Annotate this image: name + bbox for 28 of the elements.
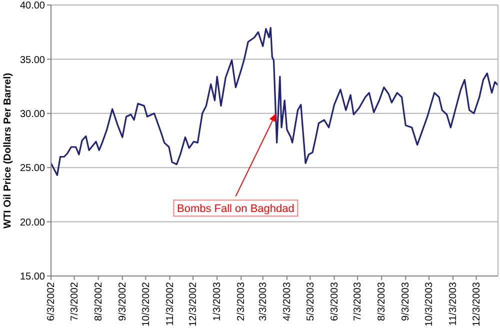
x-tick-label: 12/3/2002 [188, 282, 200, 326]
x-tick-label: 6/3/2003 [329, 282, 340, 321]
x-tick-label: 10/3/2002 [140, 282, 152, 326]
x-tick-label: 4/3/2003 [282, 282, 294, 321]
x-tick-label: 5/3/2003 [305, 282, 316, 321]
annotation: Bombs Fall on Baghdad [176, 203, 294, 216]
x-tick-label: 11/3/2002 [164, 282, 176, 326]
x-tick-label: 9/3/2002 [117, 282, 128, 321]
y-tick-label: 40.00 [20, 0, 46, 12]
y-tick-label: 15.00 [20, 272, 46, 283]
y-tick-label: 35.00 [20, 54, 46, 66]
x-tick-label: 1/3/2003 [212, 282, 224, 321]
x-tick-label: 7/3/2003 [352, 282, 364, 321]
y-axis-title: WTI Oil Price (Dollars Per Barrel) [2, 72, 14, 228]
x-tick-label: 11/3/2003 [448, 282, 460, 326]
x-tick-label: 2/3/2003 [236, 282, 248, 321]
x-tick-label: 6/3/2002 [46, 282, 58, 321]
x-tick-label: 9/3/2003 [400, 282, 412, 321]
x-tick-label: 3/3/2003 [258, 282, 269, 321]
y-tick-label: 30.00 [20, 108, 46, 120]
y-tick-label: 25.00 [20, 163, 46, 174]
x-tick-label: 7/3/2002 [69, 282, 80, 321]
x-tick-label: 8/3/2002 [93, 282, 104, 321]
line-series [51, 26, 498, 176]
x-tick-label: 12/3/2003 [471, 282, 482, 326]
x-tick-label: 10/3/2003 [424, 282, 436, 326]
y-tick-label: 20.00 [20, 217, 46, 228]
x-tick-label: 8/3/2003 [376, 282, 388, 321]
